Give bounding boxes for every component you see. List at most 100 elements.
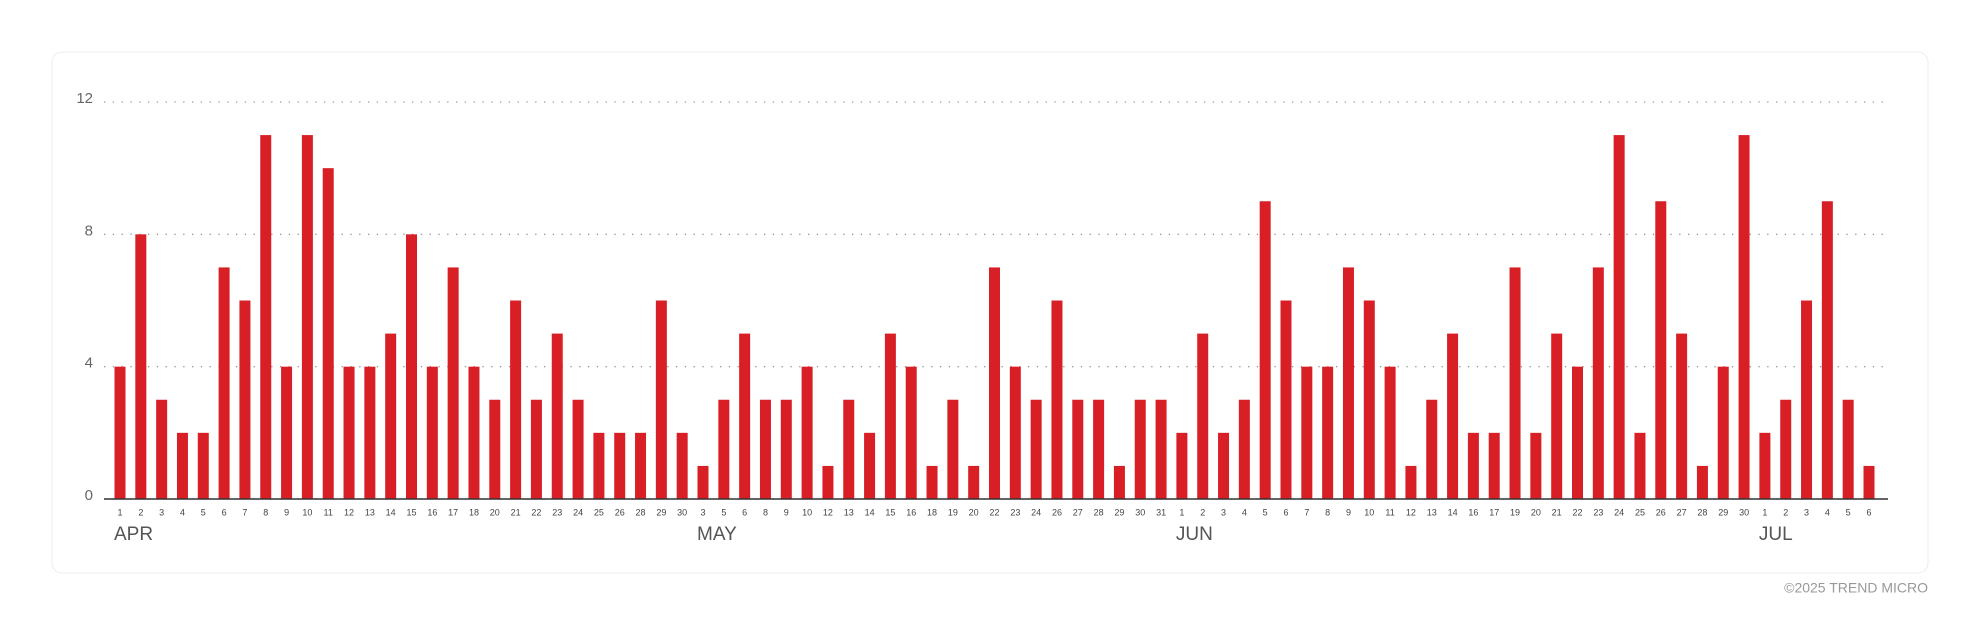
bar (1155, 399, 1167, 499)
bar (593, 432, 605, 499)
bar (322, 168, 334, 499)
x-tick-label: 30 (1135, 507, 1145, 517)
bar (447, 267, 459, 499)
bar (176, 432, 188, 499)
bar (1030, 399, 1042, 499)
x-tick-label: 21 (1552, 507, 1562, 517)
x-tick-label: 3 (1221, 507, 1226, 517)
bar (1363, 300, 1375, 499)
bar (1717, 366, 1729, 499)
x-tick-label: 3 (700, 507, 705, 517)
bar (406, 234, 417, 500)
x-tick-label: 28 (636, 507, 646, 517)
x-tick-label: 25 (1635, 507, 1645, 517)
x-tick-label: 6 (1283, 507, 1288, 517)
x-tick-label: 8 (763, 507, 768, 517)
bar (1634, 432, 1646, 499)
x-tick-label: 27 (1677, 507, 1687, 517)
month-label: APR (114, 524, 153, 545)
bar (822, 465, 834, 499)
bar (676, 432, 688, 499)
x-tick-label: 2 (1200, 507, 1205, 517)
bar (801, 366, 813, 499)
x-tick-label: 9 (284, 507, 289, 517)
bar (281, 366, 293, 499)
bar (1301, 366, 1313, 499)
bar (1655, 201, 1667, 499)
bar (1113, 465, 1125, 499)
x-tick-label: 28 (1094, 507, 1104, 517)
bar (1280, 300, 1292, 499)
bar (697, 465, 709, 499)
bar (864, 432, 876, 499)
x-tick-label: 1 (117, 507, 122, 517)
x-tick-label: 11 (1385, 507, 1394, 517)
bar (739, 333, 751, 499)
y-tick-label: 8 (85, 222, 93, 239)
bar (1093, 399, 1105, 499)
x-tick-label: 24 (1031, 507, 1041, 517)
bar (1447, 333, 1459, 499)
bar (614, 432, 626, 499)
x-tick-label: 25 (594, 507, 604, 517)
bar (1488, 432, 1500, 499)
x-tick-label: 24 (573, 507, 583, 517)
x-tick-label: 26 (615, 507, 625, 517)
x-tick-label: 28 (1697, 507, 1707, 517)
x-tick-label: 30 (1739, 507, 1749, 517)
bar (1842, 399, 1854, 499)
x-tick-label: 13 (844, 507, 854, 517)
x-tick-label: 2 (1783, 507, 1788, 517)
bar (572, 399, 584, 499)
bar (1863, 465, 1875, 499)
x-tick-label: 13 (1427, 507, 1437, 517)
x-tick-label: 6 (222, 507, 227, 517)
bar (905, 366, 917, 499)
x-tick-label: 4 (1242, 507, 1247, 517)
x-tick-label: 11 (324, 507, 333, 517)
x-tick-label: 5 (721, 507, 726, 517)
x-tick-label: 1 (1762, 507, 1767, 517)
bar (1572, 366, 1583, 499)
x-tick-label: 29 (656, 507, 666, 517)
bar (1072, 399, 1084, 499)
bar (1613, 135, 1625, 500)
bar (114, 366, 126, 499)
bar (1259, 201, 1271, 499)
bar (239, 300, 251, 499)
bar (510, 300, 522, 499)
x-tick-label: 20 (490, 507, 500, 517)
x-tick-label: 3 (1804, 507, 1809, 517)
x-tick-label: 9 (1346, 507, 1351, 517)
x-tick-label: 17 (448, 507, 458, 517)
bar (926, 465, 938, 499)
bar (1176, 432, 1188, 499)
bar (156, 399, 168, 499)
x-tick-label: 8 (263, 507, 268, 517)
x-tick-label: 2 (138, 507, 143, 517)
x-tick-label: 31 (1156, 507, 1166, 517)
bar (1592, 267, 1604, 499)
bar (343, 366, 355, 499)
bar (947, 399, 959, 499)
bar (1384, 366, 1396, 499)
x-tick-label: 5 (1846, 507, 1851, 517)
x-tick-label: 20 (1531, 507, 1541, 517)
bar (780, 399, 792, 499)
bar (1821, 201, 1833, 499)
bar (1467, 432, 1479, 499)
x-tick-label: 21 (511, 507, 521, 517)
bar (1238, 399, 1250, 499)
bar (1551, 333, 1563, 499)
x-tick-label: 1 (1179, 507, 1184, 517)
bar (218, 267, 230, 499)
bar (1780, 399, 1792, 499)
x-tick-label: 26 (1656, 507, 1666, 517)
bar (551, 333, 563, 499)
x-tick-label: 24 (1614, 507, 1624, 517)
x-tick-label: 15 (885, 507, 895, 517)
bar (1509, 267, 1521, 499)
bar (1801, 300, 1813, 499)
month-label: JUL (1759, 524, 1793, 545)
